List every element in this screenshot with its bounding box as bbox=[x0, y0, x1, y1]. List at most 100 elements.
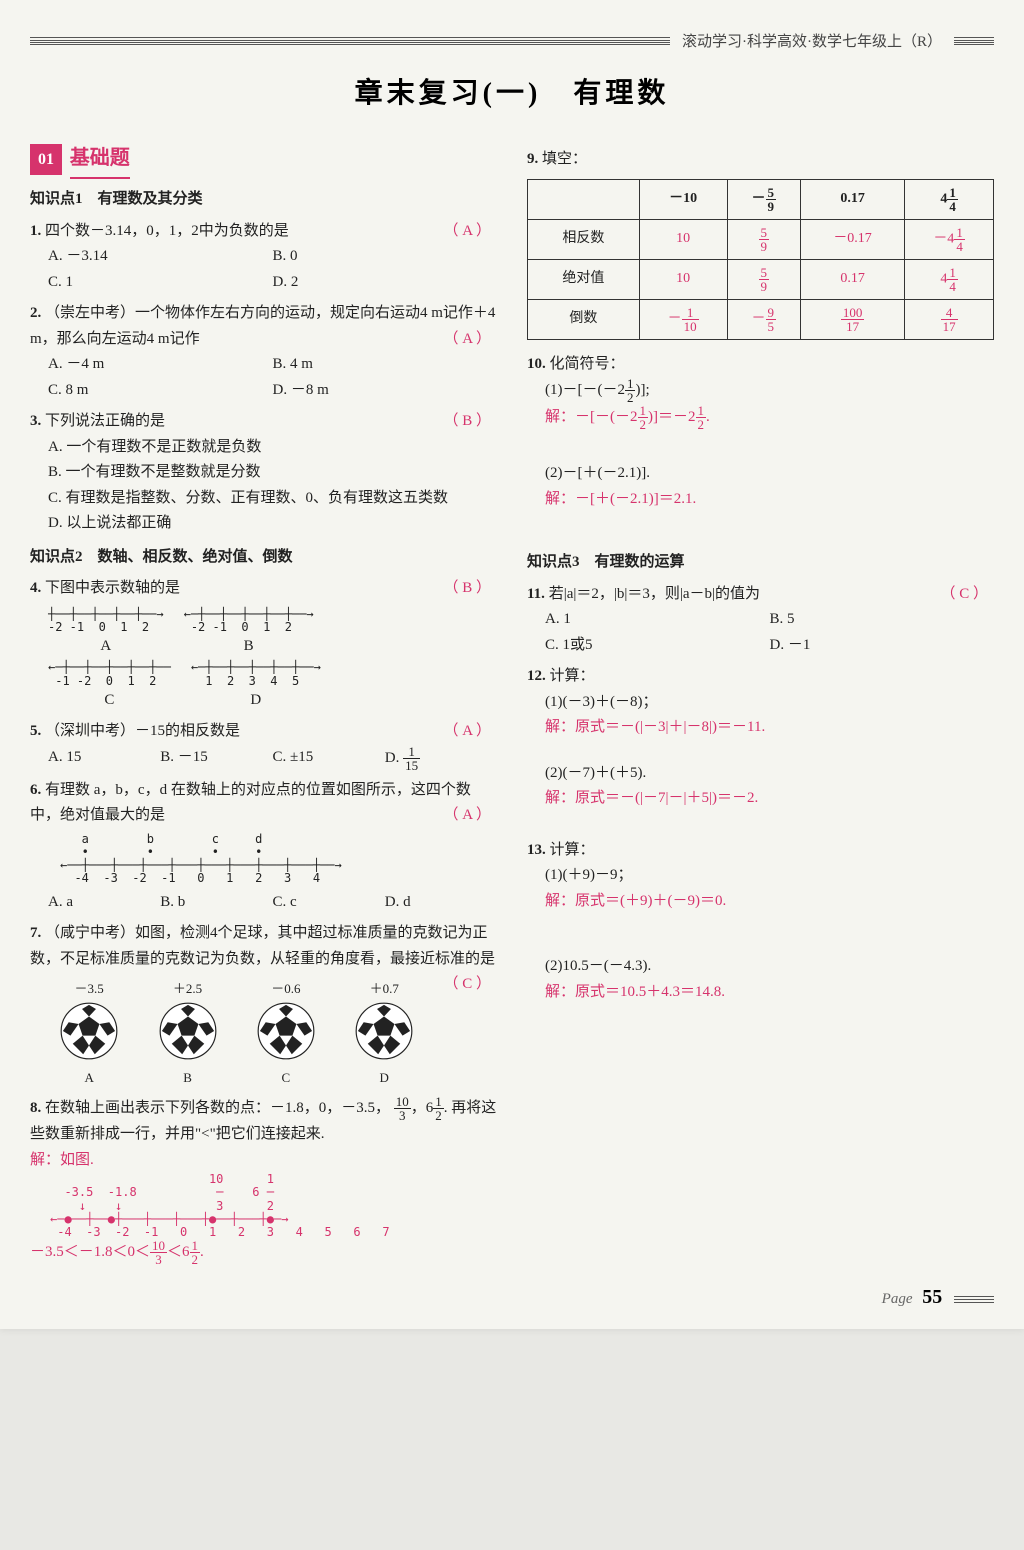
qnum-2: 2. bbox=[30, 305, 41, 321]
answer-6: （ A ） bbox=[443, 803, 491, 829]
label-c: C bbox=[48, 688, 171, 714]
qnum-4: 4. bbox=[30, 580, 41, 596]
ball-a: －3.5 A bbox=[60, 978, 118, 1089]
cell: 417 bbox=[905, 299, 994, 339]
numberline-6: a b c d • • • • ←──┼───┼───┼───┼───┼───┼… bbox=[60, 833, 497, 886]
opt-1c: C. 1 bbox=[48, 270, 273, 296]
opt-2d: D. －8 m bbox=[273, 378, 498, 404]
th-1: －10 bbox=[639, 179, 727, 219]
q12-s1: 解：原式＝－(|－3|＋|－8|)＝－11. bbox=[545, 715, 994, 741]
solution-8: －3.5＜－1.8＜0＜103＜612. bbox=[30, 1239, 497, 1266]
cell: －110 bbox=[639, 299, 727, 339]
question-2: 2. （崇左中考）一个物体作左右方向的运动，规定向右运动4 m记作＋4 m，那么… bbox=[30, 301, 497, 403]
footer: Page 55 bbox=[30, 1286, 994, 1309]
cell: 414 bbox=[905, 259, 994, 299]
options-2: A. －4 mB. 4 m C. 8 mD. －8 m bbox=[30, 352, 497, 403]
answer-4: （ B ） bbox=[443, 576, 491, 602]
header: 滚动学习·科学高效·数学七年级上（R） bbox=[30, 30, 994, 51]
answer-11: （ C ） bbox=[940, 582, 988, 608]
question-13: 13. 计算： (1)(＋9)－9； 解：原式＝(＋9)＋(－9)＝0. (2)… bbox=[527, 838, 994, 1006]
cell: －414 bbox=[905, 219, 994, 259]
cell: －0.17 bbox=[800, 219, 904, 259]
header-rule-left bbox=[30, 37, 670, 45]
ball-d: ＋0.7 D bbox=[355, 978, 413, 1089]
knowledge-point-3: 知识点3 有理数的运算 bbox=[527, 550, 994, 576]
qtext-8a: 在数轴上画出表示下列各数的点：－1.8，0，－3.5， bbox=[45, 1100, 390, 1116]
q12-p1: (1)(－3)＋(－8)； bbox=[545, 690, 994, 716]
opt-2a: A. －4 m bbox=[48, 352, 273, 378]
opt-2c: C. 8 m bbox=[48, 378, 273, 404]
qnum-8: 8. bbox=[30, 1100, 41, 1116]
soccer-icon bbox=[159, 1002, 217, 1060]
q10-p2: (2)－[＋(－2.1)]. bbox=[545, 461, 994, 487]
qnum-9: 9. bbox=[527, 151, 538, 167]
answer-1: （ A ） bbox=[443, 219, 491, 245]
qtext-1: 四个数－3.14，0，1，2中为负数的是 bbox=[45, 223, 289, 239]
qnum-1: 1. bbox=[30, 223, 41, 239]
soccer-icon bbox=[257, 1002, 315, 1060]
page-title: 章末复习(一) 有理数 bbox=[30, 71, 994, 111]
q12-body: (1)(－3)＋(－8)； 解：原式＝－(|－3|＋|－8|)＝－11. (2)… bbox=[527, 690, 994, 812]
section-heading: 01 基础题 bbox=[30, 141, 497, 179]
opt-3a: A. 一个有理数不是正数就是负数 bbox=[48, 435, 497, 461]
page-label: Page bbox=[882, 1291, 913, 1307]
qnum-7: 7. bbox=[30, 925, 41, 941]
header-rule-right bbox=[954, 37, 994, 45]
qtext-12: 计算： bbox=[550, 668, 595, 684]
page: 滚动学习·科学高效·数学七年级上（R） 章末复习(一) 有理数 01 基础题 知… bbox=[0, 0, 1024, 1329]
cell: 10 bbox=[639, 219, 727, 259]
qnum-5: 5. bbox=[30, 723, 41, 739]
cell: 10017 bbox=[800, 299, 904, 339]
opt-11c: C. 1或5 bbox=[545, 633, 770, 659]
q13-body: (1)(＋9)－9； 解：原式＝(＋9)＋(－9)＝0. (2)10.5－(－4… bbox=[527, 863, 994, 1005]
row3-label: 倒数 bbox=[528, 299, 640, 339]
qtext-3: 下列说法正确的是 bbox=[45, 413, 165, 429]
qtext-4: 下图中表示数轴的是 bbox=[45, 580, 180, 596]
numberline-b: ←─┼──┼──┼──┼──┼──→ -2 -1 0 1 2 B bbox=[184, 608, 314, 660]
qnum-11: 11. bbox=[527, 586, 545, 602]
opt-6a: A. a bbox=[48, 890, 160, 916]
options-6: A. a B. b C. c D. d bbox=[30, 890, 497, 916]
answer-7: （ C ） bbox=[443, 972, 491, 998]
qnum-3: 3. bbox=[30, 413, 41, 429]
question-1: （ A ） 1. 四个数－3.14，0，1，2中为负数的是 A. －3.14B.… bbox=[30, 219, 497, 296]
options-1: A. －3.14B. 0 C. 1D. 2 bbox=[30, 244, 497, 295]
content-columns: 01 基础题 知识点1 有理数及其分类 （ A ） 1. 四个数－3.14，0，… bbox=[30, 141, 994, 1266]
opt-3c: C. 有理数是指整数、分数、正有理数、0、负有理数这五类数 bbox=[48, 486, 497, 512]
opt-11a: A. 1 bbox=[545, 607, 770, 633]
question-3: （ B ） 3. 下列说法正确的是 A. 一个有理数不是正数就是负数 B. 一个… bbox=[30, 409, 497, 537]
q13-p2: (2)10.5－(－4.3). bbox=[545, 954, 994, 980]
qtext-2: （崇左中考）一个物体作左右方向的运动，规定向右运动4 m记作＋4 m，那么向左运… bbox=[30, 305, 495, 347]
section-badge: 01 bbox=[30, 144, 62, 175]
th-3: 0.17 bbox=[800, 179, 904, 219]
qtext-6: 有理数 a，b，c，d 在数轴上的对应点的位置如图所示，这四个数中，绝对值最大的… bbox=[30, 782, 471, 824]
question-12: 12. 计算： (1)(－3)＋(－8)； 解：原式＝－(|－3|＋|－8|)＝… bbox=[527, 664, 994, 812]
table-row: 绝对值 10 59 0.17 414 bbox=[528, 259, 994, 299]
header-text: 滚动学习·科学高效·数学七年级上（R） bbox=[670, 30, 954, 51]
opt-6d: D. d bbox=[385, 890, 497, 916]
ball-row: －3.5 A ＋2.5 B －0.6 C ＋0 bbox=[30, 978, 443, 1089]
q12-p2: (2)(－7)＋(＋5). bbox=[545, 761, 994, 787]
row2-label: 绝对值 bbox=[528, 259, 640, 299]
answer-5: （ A ） bbox=[443, 719, 491, 745]
label-d: D bbox=[191, 688, 321, 714]
qtext-9: 填空： bbox=[542, 151, 587, 167]
numberline-grid: ┼──┼──┼──┼──┼──→ -2 -1 0 1 2 A ←─┼──┼──┼… bbox=[48, 608, 497, 660]
qtext-5: （深圳中考）－15的相反数是 bbox=[45, 723, 240, 739]
frac-10-3: 103 bbox=[394, 1095, 411, 1122]
cell: 59 bbox=[727, 259, 800, 299]
row1-label: 相反数 bbox=[528, 219, 640, 259]
section-title: 基础题 bbox=[70, 141, 130, 179]
options-11: A. 1B. 5 C. 1或5D. －1 bbox=[527, 607, 994, 658]
opt-6b: B. b bbox=[160, 890, 272, 916]
opt-11b: B. 5 bbox=[770, 607, 995, 633]
q13-p1: (1)(＋9)－9； bbox=[545, 863, 994, 889]
numberline-d: ←─┼──┼──┼──┼──┼──→ 1 2 3 4 5 D bbox=[191, 661, 321, 713]
ball-b: ＋2.5 B bbox=[159, 978, 217, 1089]
ball-c: －0.6 C bbox=[257, 978, 315, 1089]
th-2: －59 bbox=[727, 179, 800, 219]
right-column: 9. 填空： －10 －59 0.17 414 相反数 10 59 －0.17 bbox=[527, 141, 994, 1266]
qnum-6: 6. bbox=[30, 782, 41, 798]
table-9: －10 －59 0.17 414 相反数 10 59 －0.17 －414 绝对… bbox=[527, 179, 994, 340]
opt-5b: B. －15 bbox=[160, 745, 272, 772]
